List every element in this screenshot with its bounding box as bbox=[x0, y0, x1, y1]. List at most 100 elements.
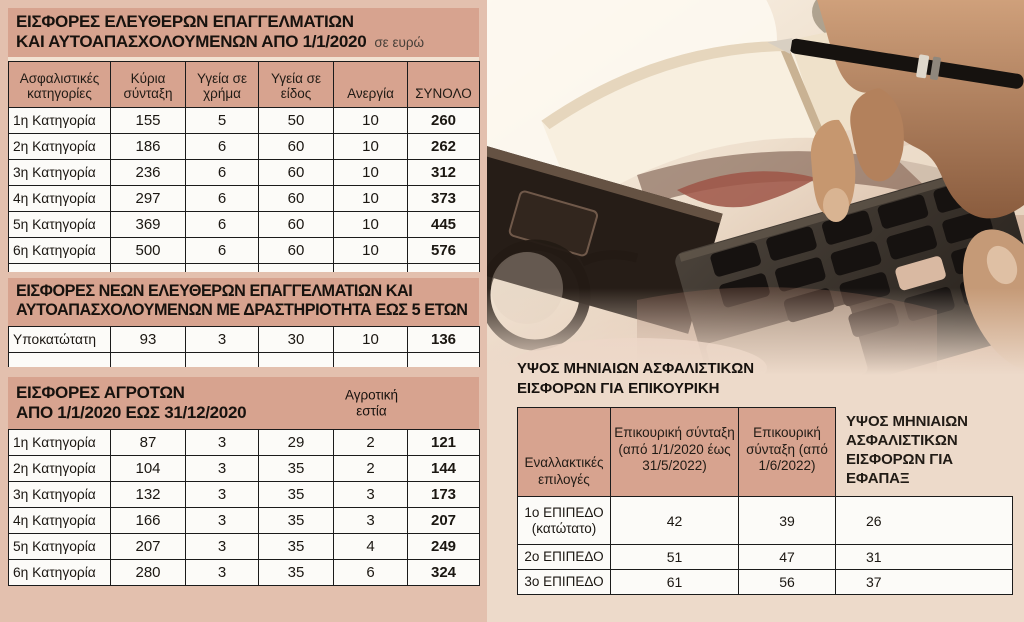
total-cell: 576 bbox=[407, 237, 480, 265]
row-label: 5η Κατηγορία bbox=[8, 533, 111, 561]
table-row: 2η Κατηγορία 186 6 60 10 262 bbox=[8, 133, 480, 161]
col-header-efapax: ΥΨΟΣ ΜΗΝΙΑΙΩΝ ΑΣΦΑΛΙΣΤΙΚΩΝ ΕΙΣΦΟΡΩΝ ΓΙΑ … bbox=[835, 407, 1013, 497]
col-header: Κύρια σύνταξη bbox=[110, 61, 186, 109]
cell: 50 bbox=[258, 107, 334, 135]
section-title-freelancers: ΕΙΣΦΟΡΕΣ ΕΛΕΥΘΕΡΩΝ ΕΠΑΓΓΕΛΜΑΤΙΩΝ ΚΑΙ ΑΥΤ… bbox=[8, 8, 479, 58]
cell: 10 bbox=[333, 133, 408, 161]
table-header-row: Εναλλακτικές επιλογές Επικουρική σύνταξη… bbox=[517, 406, 1013, 498]
cell: 2 bbox=[333, 429, 408, 457]
col-header: ΣΥΝΟΛΟ bbox=[407, 61, 480, 109]
section-title-line: ΕΙΣΦΟΡΕΣ ΕΛΕΥΘΕΡΩΝ ΕΠΑΓΓΕΛΜΑΤΙΩΝ bbox=[16, 12, 354, 31]
cell: 35 bbox=[258, 507, 334, 535]
cell: 39 bbox=[738, 496, 836, 546]
section-title-line: ΕΙΣΦΟΡΕΣ ΝΕΩΝ ΕΛΕΥΘΕΡΩΝ ΕΠΑΓΓΕΛΜΑΤΙΩΝ ΚΑ… bbox=[16, 281, 413, 300]
table-row: 6η Κατηγορία 500 6 60 10 576 bbox=[8, 237, 480, 265]
cell: 60 bbox=[258, 211, 334, 239]
table-row: 2ο ΕΠΙΠΕΔΟ 51 47 31 bbox=[517, 544, 1013, 571]
photo-pen bbox=[767, 38, 1024, 89]
cell: 30 bbox=[258, 325, 334, 353]
total-cell: 249 bbox=[407, 533, 480, 561]
row-label: 1η Κατηγορία bbox=[8, 107, 111, 135]
photo-glasses-arm bbox=[580, 250, 639, 267]
currency-note: σε ευρώ bbox=[374, 34, 425, 50]
row-label: 2η Κατηγορία bbox=[8, 133, 111, 161]
cell: 6 bbox=[185, 133, 259, 161]
desk-photo-svg bbox=[337, 0, 1024, 421]
row-label: 3η Κατηγορία bbox=[8, 159, 111, 187]
cell: 87 bbox=[110, 429, 186, 457]
col-header: Ασφαλιστικές κατηγορίες bbox=[8, 61, 111, 109]
row-label: 1ο ΕΠΙΠΕΔΟ (κατώτατο) bbox=[517, 496, 611, 546]
photo-bottom-fade bbox=[487, 288, 1024, 375]
cell: 29 bbox=[258, 429, 334, 457]
photo-finger bbox=[850, 88, 904, 182]
cell: 104 bbox=[110, 455, 186, 483]
cell: 6 bbox=[185, 159, 259, 187]
cell: 26 bbox=[835, 496, 1013, 546]
divider bbox=[8, 57, 479, 62]
col-header: Εναλλακτικές επιλογές bbox=[517, 406, 611, 498]
row-label: Υποκατώτατη bbox=[8, 325, 111, 353]
cell: 61 bbox=[610, 569, 739, 596]
cell: 10 bbox=[333, 107, 408, 135]
table-row: 3ο ΕΠΙΠΕΔΟ 61 56 37 bbox=[517, 569, 1013, 596]
table-header-row: Ασφαλιστικές κατηγορίες Κύρια σύνταξη Υγ… bbox=[8, 61, 480, 109]
section-title-line: ΚΑΙ ΑΥΤΟΑΠΑΣΧΟΛΟΥΜΕΝΩΝ ΑΠΟ 1/1/2020 σε ευ… bbox=[16, 31, 425, 51]
cell: 10 bbox=[333, 159, 408, 187]
cell: 35 bbox=[258, 455, 334, 483]
new-freelancers-table: Υποκατώτατη 93 3 30 10 136 bbox=[8, 325, 480, 367]
cell: 93 bbox=[110, 325, 186, 353]
farmers-table: 1η Κατηγορία 87 3 29 2 121 2η Κατηγορία … bbox=[8, 429, 480, 587]
cell: 60 bbox=[258, 185, 334, 213]
cell: 5 bbox=[185, 107, 259, 135]
table-row: 2η Κατηγορία 104 3 35 2 144 bbox=[8, 455, 480, 483]
cell: 35 bbox=[258, 533, 334, 561]
row-label: 2ο ΕΠΙΠΕΔΟ bbox=[517, 544, 611, 571]
cell: 3 bbox=[185, 455, 259, 483]
total-cell: 445 bbox=[407, 211, 480, 239]
cell: 3 bbox=[185, 507, 259, 535]
cell: 3 bbox=[185, 325, 259, 353]
row-label: 6η Κατηγορία bbox=[8, 559, 111, 587]
desk-photo bbox=[337, 0, 1024, 421]
table-row: Υποκατώτατη 93 3 30 10 136 bbox=[8, 325, 480, 353]
col-header: Υγεία σε είδος bbox=[258, 61, 334, 109]
cell: 2 bbox=[333, 455, 408, 483]
row-label: 3ο ΕΠΙΠΕΔΟ bbox=[517, 569, 611, 596]
section-title-line: ΑΠΟ 1/1/2020 ΕΩΣ 31/12/2020 bbox=[16, 402, 247, 422]
cell: 3 bbox=[185, 559, 259, 587]
cell: 3 bbox=[333, 481, 408, 509]
row-label: 4η Κατηγορία bbox=[8, 185, 111, 213]
cell: 35 bbox=[258, 559, 334, 587]
total-cell: 173 bbox=[407, 481, 480, 509]
photo-red-fringe bbox=[677, 171, 817, 208]
table-row: 3η Κατηγορία 236 6 60 10 312 bbox=[8, 159, 480, 187]
cell: 369 bbox=[110, 211, 186, 239]
row-label: 5η Κατηγορία bbox=[8, 211, 111, 239]
row-label: 3η Κατηγορία bbox=[8, 481, 111, 509]
cell: 35 bbox=[258, 481, 334, 509]
col-header: Επικουρική σύνταξη (από 1/1/2020 έως 31/… bbox=[610, 406, 739, 498]
freelancers-table: Ασφαλιστικές κατηγορίες Κύρια σύνταξη Υγ… bbox=[8, 61, 480, 272]
cell: 236 bbox=[110, 159, 186, 187]
epikouriki-table: Εναλλακτικές επιλογές Επικουρική σύνταξη… bbox=[517, 406, 1013, 596]
section-title-farmers: ΕΙΣΦΟΡΕΣ ΑΓΡΟΤΩΝ ΑΠΟ 1/1/2020 ΕΩΣ 31/12/… bbox=[8, 377, 479, 430]
cell: 155 bbox=[110, 107, 186, 135]
cell: 280 bbox=[110, 559, 186, 587]
cell: 10 bbox=[333, 237, 408, 265]
contribution-tables-panel: ΕΙΣΦΟΡΕΣ ΕΛΕΥΘΕΡΩΝ ΕΠΑΓΓΕΛΜΑΤΙΩΝ ΚΑΙ ΑΥΤ… bbox=[0, 0, 487, 622]
cell: 31 bbox=[835, 544, 1013, 571]
cell: 42 bbox=[610, 496, 739, 546]
table-row: 1η Κατηγορία 155 5 50 10 260 bbox=[8, 107, 480, 135]
row-label: 2η Κατηγορία bbox=[8, 455, 111, 483]
total-cell: 136 bbox=[407, 325, 480, 353]
cell: 132 bbox=[110, 481, 186, 509]
cell: 4 bbox=[333, 533, 408, 561]
cell: 10 bbox=[333, 325, 408, 353]
cell: 37 bbox=[835, 569, 1013, 596]
cell: 500 bbox=[110, 237, 186, 265]
section-title-line: ΑΥΤΟΑΠΑΣΧΟΛΟΥΜΕΝΩΝ ΜΕ ΔΡΑΣΤΗΡΙΟΤΗΤΑ ΕΩΣ … bbox=[16, 300, 468, 319]
cell: 186 bbox=[110, 133, 186, 161]
cell: 3 bbox=[185, 429, 259, 457]
grid-stub-row bbox=[8, 351, 480, 367]
